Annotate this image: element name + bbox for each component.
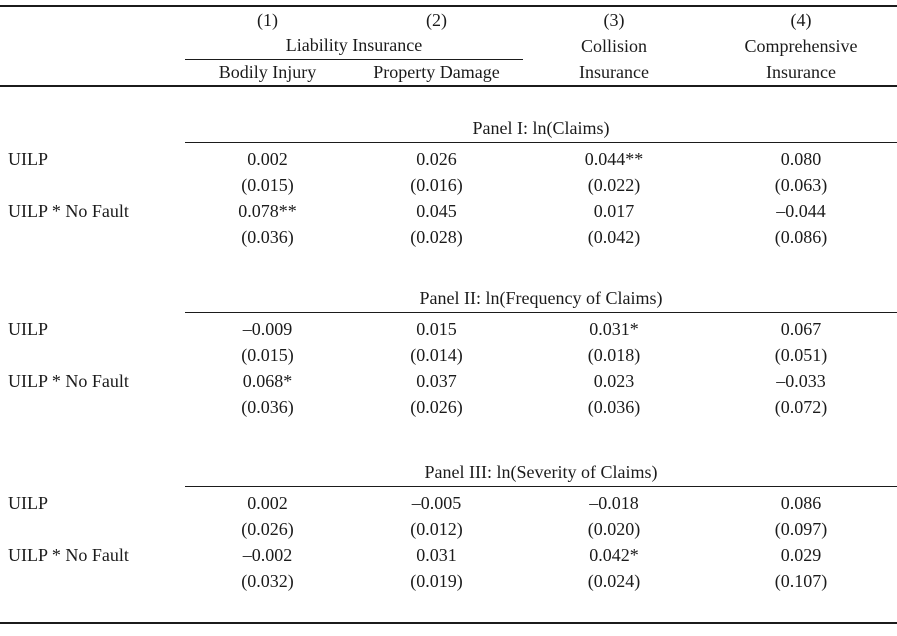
row-uilp-se: (0.015) (0.014) (0.018) (0.051) bbox=[0, 342, 897, 368]
se-cell: (0.072) bbox=[774, 397, 828, 417]
se-cell: (0.042) bbox=[587, 227, 641, 247]
coef-cell: 0.002 bbox=[247, 493, 288, 513]
panel-title: Panel I: ln(Claims) bbox=[185, 116, 897, 143]
coef-cell: 0.015 bbox=[416, 319, 457, 339]
header-sub-row: Bodily Injury Property Damage Insurance … bbox=[0, 59, 897, 85]
se-cell: (0.022) bbox=[587, 175, 641, 195]
row-label: UILP * No Fault bbox=[8, 201, 129, 221]
coef-cell: 0.017 bbox=[593, 201, 635, 221]
coef-cell: 0.044** bbox=[584, 149, 644, 169]
row-uilp-nofault-se: (0.032) (0.019) (0.024) (0.107) bbox=[0, 568, 897, 594]
coef-cell: –0.005 bbox=[411, 493, 462, 513]
panel-1: Panel I: ln(Claims) UILP 0.002 0.026 0.0… bbox=[0, 116, 897, 250]
row-label: UILP * No Fault bbox=[8, 371, 129, 391]
coef-cell: 0.045 bbox=[416, 201, 457, 221]
top-rule bbox=[0, 5, 897, 7]
column-header-bottom: Insurance bbox=[579, 62, 649, 82]
coef-cell: –0.018 bbox=[589, 493, 639, 513]
se-cell: (0.063) bbox=[774, 175, 828, 195]
coef-cell: 0.031 bbox=[416, 545, 457, 565]
column-header-top: Comprehensive bbox=[744, 36, 858, 56]
coef-cell: 0.068* bbox=[242, 371, 293, 391]
row-uilp-coef: UILP 0.002 –0.005 –0.018 0.086 bbox=[0, 490, 897, 516]
se-cell: (0.024) bbox=[587, 571, 641, 591]
panel-rows: UILP –0.009 0.015 0.031* 0.067 (0.015) (… bbox=[0, 312, 897, 420]
row-uilp-nofault-se: (0.036) (0.028) (0.042) (0.086) bbox=[0, 224, 897, 250]
panel-title-row: Panel I: ln(Claims) bbox=[0, 116, 897, 143]
bottom-rule bbox=[0, 622, 897, 624]
se-cell: (0.019) bbox=[410, 571, 463, 591]
coef-cell: –0.033 bbox=[776, 371, 826, 391]
coef-cell: 0.023 bbox=[593, 371, 635, 391]
se-cell: (0.097) bbox=[774, 519, 828, 539]
coef-cell: 0.037 bbox=[416, 371, 457, 391]
se-cell: (0.036) bbox=[241, 397, 294, 417]
se-cell: (0.028) bbox=[410, 227, 463, 247]
group-header: Liability Insurance bbox=[185, 33, 523, 60]
coef-cell: 0.002 bbox=[247, 149, 288, 169]
se-cell: (0.018) bbox=[587, 345, 641, 365]
se-cell: (0.020) bbox=[587, 519, 641, 539]
se-cell: (0.026) bbox=[410, 397, 463, 417]
coef-cell: 0.026 bbox=[416, 149, 457, 169]
se-cell: (0.036) bbox=[241, 227, 294, 247]
se-cell: (0.015) bbox=[241, 175, 294, 195]
se-cell: (0.051) bbox=[774, 345, 828, 365]
se-cell: (0.014) bbox=[410, 345, 463, 365]
row-label: UILP bbox=[8, 149, 48, 169]
row-uilp-nofault-se: (0.036) (0.026) (0.036) (0.072) bbox=[0, 394, 897, 420]
coef-cell: 0.080 bbox=[780, 149, 822, 169]
header-column-numbers-row: (1) (2) (3) (4) bbox=[0, 7, 897, 33]
se-cell: (0.026) bbox=[241, 519, 294, 539]
coef-cell: 0.067 bbox=[780, 319, 822, 339]
coef-cell: –0.009 bbox=[242, 319, 293, 339]
header-group-row: Liability Insurance Collision Comprehens… bbox=[0, 33, 897, 60]
header-rule bbox=[0, 85, 897, 87]
column-header: Bodily Injury bbox=[218, 62, 317, 82]
panel-rows: UILP 0.002 –0.005 –0.018 0.086 (0.026) (… bbox=[0, 486, 897, 594]
coef-cell: 0.029 bbox=[780, 545, 822, 565]
row-label: UILP * No Fault bbox=[8, 545, 129, 565]
coef-cell: 0.086 bbox=[780, 493, 822, 513]
coef-cell: 0.078** bbox=[238, 201, 297, 221]
row-uilp-nofault-coef: UILP * No Fault 0.078** 0.045 0.017 –0.0… bbox=[0, 198, 897, 224]
row-uilp-coef: UILP 0.002 0.026 0.044** 0.080 bbox=[0, 146, 897, 172]
se-cell: (0.012) bbox=[410, 519, 463, 539]
se-cell: (0.016) bbox=[410, 175, 463, 195]
panel-title-row: Panel II: ln(Frequency of Claims) bbox=[0, 286, 897, 313]
se-cell: (0.015) bbox=[241, 345, 294, 365]
coef-cell: 0.042* bbox=[589, 545, 639, 565]
row-uilp-nofault-coef: UILP * No Fault 0.068* 0.037 0.023 –0.03… bbox=[0, 368, 897, 394]
se-cell: (0.032) bbox=[241, 571, 294, 591]
se-cell: (0.107) bbox=[774, 571, 828, 591]
panel-rows: UILP 0.002 0.026 0.044** 0.080 (0.015) (… bbox=[0, 142, 897, 250]
panel-2: Panel II: ln(Frequency of Claims) UILP –… bbox=[0, 286, 897, 420]
column-header: Property Damage bbox=[373, 62, 500, 82]
row-label: UILP bbox=[8, 319, 48, 339]
column-header-top: Collision bbox=[580, 36, 647, 56]
panel-title: Panel III: ln(Severity of Claims) bbox=[185, 460, 897, 487]
se-cell: (0.086) bbox=[774, 227, 828, 247]
column-number: (4) bbox=[790, 10, 812, 30]
coef-cell: –0.044 bbox=[776, 201, 826, 221]
row-uilp-se: (0.026) (0.012) (0.020) (0.097) bbox=[0, 516, 897, 542]
column-number: (3) bbox=[603, 10, 625, 30]
column-header-bottom: Insurance bbox=[766, 62, 836, 82]
column-number: (1) bbox=[257, 10, 278, 30]
row-uilp-se: (0.015) (0.016) (0.022) (0.063) bbox=[0, 172, 897, 198]
panel-3: Panel III: ln(Severity of Claims) UILP 0… bbox=[0, 460, 897, 594]
row-uilp-nofault-coef: UILP * No Fault –0.002 0.031 0.042* 0.02… bbox=[0, 542, 897, 568]
panel-title: Panel II: ln(Frequency of Claims) bbox=[185, 286, 897, 313]
row-label: UILP bbox=[8, 493, 48, 513]
panel-title-row: Panel III: ln(Severity of Claims) bbox=[0, 460, 897, 487]
row-uilp-coef: UILP –0.009 0.015 0.031* 0.067 bbox=[0, 316, 897, 342]
coef-cell: –0.002 bbox=[242, 545, 293, 565]
coef-cell: 0.031* bbox=[589, 319, 639, 339]
se-cell: (0.036) bbox=[587, 397, 641, 417]
column-number: (2) bbox=[426, 10, 447, 30]
